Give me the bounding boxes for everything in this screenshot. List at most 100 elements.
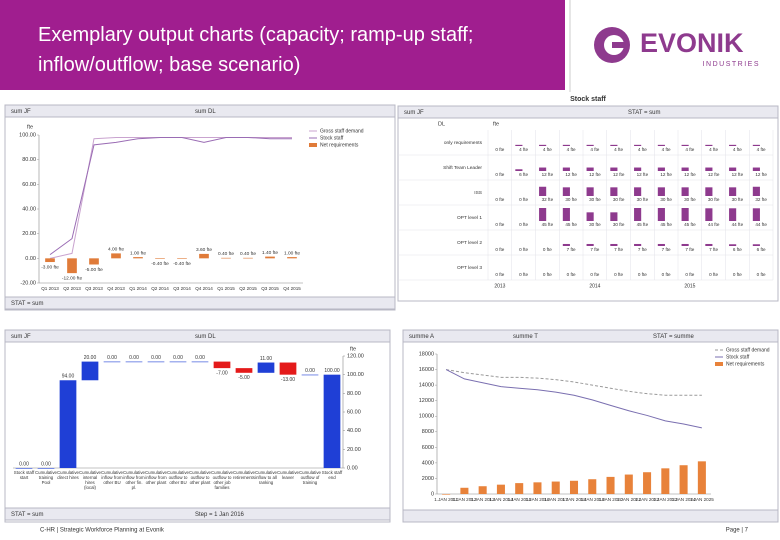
- chart-panel: sum JF sum DL STAT = sum Step = 1 Jan 2016 f…: [4, 329, 391, 523]
- y-tick-label: 20.00: [22, 231, 36, 237]
- cell-label: 0 fte: [495, 247, 504, 252]
- x-tick-label-box: Stock staff start: [14, 470, 34, 480]
- bar: [533, 482, 542, 494]
- year-label: 2013: [494, 283, 505, 289]
- x-tick-label-box: Cumulative direct hires: [57, 470, 79, 480]
- x-tick-label: Cumulative outflow to other plant: [189, 470, 211, 485]
- x-tick-label: 1.JAN 2016: [525, 497, 549, 502]
- slide-title: Exemplary output charts (capacity; ramp-…: [38, 24, 474, 76]
- cell-bar: [562, 243, 570, 246]
- y-tick-label: 80.00: [22, 157, 36, 163]
- x-tick-label: 1.JAN 2023: [653, 497, 677, 502]
- panel-header-text: STAT = sum: [628, 110, 661, 116]
- x-tick-label-box: Cumulative retirements: [233, 470, 255, 480]
- panel-frame: [397, 105, 779, 302]
- waterfall-bar: [103, 361, 121, 363]
- cell-label: 30 fte: [637, 197, 649, 202]
- panel-header-text: sum JF: [11, 109, 31, 115]
- panel-header-strip: [397, 105, 779, 119]
- cell-bar: [562, 208, 570, 221]
- cell-label: 30 fte: [589, 222, 601, 227]
- y-tick-label: 120.00: [347, 353, 364, 359]
- waterfall-bar: [257, 362, 275, 373]
- row-label: OPT level 2: [457, 240, 482, 246]
- x-tick-label: 1.JAN 2020: [599, 497, 623, 502]
- bar: [478, 486, 487, 494]
- bar: [199, 253, 209, 259]
- x-tick-label: 1.JAN 2012: [452, 497, 476, 502]
- cell-bar: [705, 243, 713, 246]
- data-label: -7.00: [216, 370, 228, 376]
- panel-header-text: sum JF: [404, 110, 424, 116]
- bar: [45, 258, 55, 263]
- bar: [460, 487, 469, 494]
- x-tick-label: Cumulative internal hires (local): [79, 470, 101, 490]
- footer-text: C-HR | Strategic Workforce Planning at E…: [40, 528, 165, 534]
- title-box: Exemplary output charts (capacity; ramp-…: [38, 24, 474, 76]
- cell-label: 4 fte: [662, 147, 671, 152]
- cell-bar: [610, 144, 618, 146]
- x-tick-label: Cumulative outflow to other job families: [211, 470, 233, 490]
- chart-panel: sum JF STAT = sum Stock staff DL fte only req…: [397, 96, 779, 302]
- cell-label: 7 fte: [567, 247, 576, 252]
- cell-label: 7 fte: [638, 247, 647, 252]
- cell-bar: [681, 243, 689, 246]
- panel-header-text: sum DL: [195, 334, 216, 340]
- waterfall-bar: [235, 368, 253, 373]
- bar: [265, 256, 275, 259]
- cell-label: 45 fte: [565, 222, 577, 227]
- cell-label: 7 fte: [614, 247, 623, 252]
- cell-label: 0 fte: [495, 272, 504, 277]
- y-tick-label: 20.00: [347, 447, 361, 453]
- cell-label: 0 fte: [495, 222, 504, 227]
- cell-bar: [752, 167, 760, 171]
- cell-bar: [539, 208, 547, 221]
- bar: [515, 483, 524, 494]
- x-tick-label: Q4 2014: [195, 286, 213, 291]
- x-tick-label: 1.JAN 2025: [690, 497, 714, 502]
- cell-label: 0 fte: [757, 272, 766, 277]
- x-tick-label: 1.JAN 2019: [580, 497, 604, 502]
- cell-label: 12 fte: [708, 172, 720, 177]
- cell-label: 4 fte: [519, 147, 528, 152]
- x-tick-label: Q4 2015: [283, 286, 301, 291]
- data-label: 0.00: [173, 355, 183, 361]
- data-label: 0.00: [107, 355, 117, 361]
- data-label: -12.00 fte: [62, 275, 83, 281]
- cell-bar: [657, 144, 665, 146]
- data-label: 0.00: [195, 355, 205, 361]
- x-tick-label: Cumulative retirements: [233, 470, 255, 480]
- waterfall-bar: [301, 374, 319, 376]
- bar: [588, 479, 597, 494]
- cell-bar: [562, 167, 570, 171]
- unit-label: fte: [27, 124, 33, 130]
- row-label: only requirements: [444, 140, 483, 146]
- x-tick-label: 1.JAN 2018: [562, 497, 586, 502]
- bar: [67, 258, 77, 274]
- cell-bar: [539, 144, 547, 146]
- cell-label: 7 fte: [590, 247, 599, 252]
- legend-label: Net requirements: [726, 361, 765, 367]
- cell-label: 44 fte: [755, 222, 767, 227]
- bar: [177, 258, 187, 259]
- cell-label: 4 fte: [638, 147, 647, 152]
- y-tick-label: 80.00: [347, 391, 361, 397]
- cell-label: 7 fte: [662, 247, 671, 252]
- logo: EVONIK INDUSTRIES: [594, 27, 759, 68]
- panel-header-text: sum JF: [11, 334, 31, 340]
- row-label: OPT level 1: [457, 215, 482, 221]
- panel-footer-text: STAT = sum: [11, 512, 44, 518]
- y-tick-label: 16000: [419, 367, 434, 373]
- year-label: 2015: [684, 283, 695, 289]
- x-tick-label: Cumulative inflow from other plant: [145, 470, 167, 485]
- y-tick-label: 8000: [422, 429, 434, 435]
- bar: [679, 465, 688, 494]
- x-tick-label-box: Stock staff end: [322, 470, 342, 480]
- x-tick-label-box: Cumulative inflow from other BU: [101, 470, 123, 485]
- x-tick-label-box: Cumulative inflow from other fin. pl.: [123, 470, 145, 490]
- data-label: 1.40 fte: [262, 250, 278, 256]
- chart-panel: sum JF sum DL STAT = sum fte -20.00 0.00 20.00…: [4, 104, 396, 311]
- cell-bar: [729, 187, 737, 196]
- cell-bar: [586, 167, 594, 171]
- cell-label: 0 fte: [495, 147, 504, 152]
